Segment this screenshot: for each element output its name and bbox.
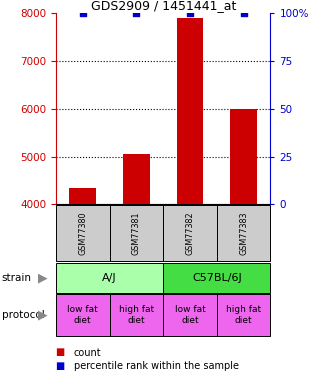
Text: GSM77383: GSM77383: [239, 211, 248, 255]
Text: ■: ■: [56, 361, 68, 370]
Bar: [56, 294, 109, 336]
Point: [134, 10, 139, 16]
Bar: [69, 188, 96, 204]
Point: [188, 10, 193, 16]
Text: C57BL/6J: C57BL/6J: [192, 273, 242, 283]
Text: protocol: protocol: [2, 310, 44, 320]
Bar: [56, 205, 109, 261]
Bar: [109, 205, 163, 261]
Text: GSM77380: GSM77380: [78, 211, 87, 255]
Text: low fat
diet: low fat diet: [175, 305, 205, 325]
Text: ■: ■: [56, 348, 68, 357]
Text: low fat
diet: low fat diet: [68, 305, 98, 325]
Text: ▶: ▶: [38, 309, 48, 321]
Text: GSM77381: GSM77381: [132, 211, 141, 255]
Bar: [217, 205, 270, 261]
Text: high fat
diet: high fat diet: [119, 305, 154, 325]
Bar: [230, 109, 257, 204]
Text: high fat
diet: high fat diet: [226, 305, 261, 325]
Bar: [123, 154, 150, 204]
Title: GDS2909 / 1451441_at: GDS2909 / 1451441_at: [91, 0, 236, 12]
Point: [80, 10, 85, 16]
Text: strain: strain: [2, 273, 32, 283]
Text: GSM77382: GSM77382: [186, 211, 195, 255]
Text: percentile rank within the sample: percentile rank within the sample: [74, 361, 239, 370]
Bar: [163, 294, 217, 336]
Text: count: count: [74, 348, 101, 357]
Text: ▶: ▶: [38, 272, 48, 284]
Bar: [163, 262, 270, 293]
Text: A/J: A/J: [102, 273, 117, 283]
Bar: [217, 294, 270, 336]
Bar: [163, 205, 217, 261]
Point: [241, 10, 246, 16]
Bar: [56, 262, 163, 293]
Bar: [109, 294, 163, 336]
Bar: [177, 18, 204, 204]
